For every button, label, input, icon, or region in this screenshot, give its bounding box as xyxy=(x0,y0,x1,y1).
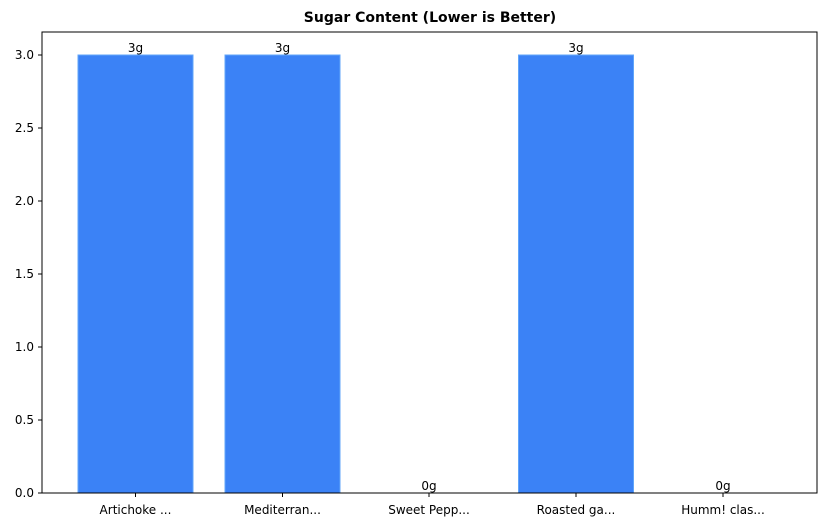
y-tick-label: 2.5 xyxy=(15,121,34,135)
plot-frame xyxy=(41,31,818,494)
bar xyxy=(224,54,341,494)
x-tick-label: Mediterran... xyxy=(244,503,321,517)
x-tick-label: Sweet Pepp... xyxy=(388,503,470,517)
x-axis: Artichoke ... Mediterran... Sweet Pepp... R… xyxy=(100,493,765,517)
bar-value-label: 3g xyxy=(275,41,290,55)
x-tick-label: Humm! clas... xyxy=(681,503,765,517)
bar-value-label: 0g xyxy=(421,479,436,493)
x-tick-label: Roasted ga... xyxy=(537,503,616,517)
y-tick-label: 1.0 xyxy=(15,340,34,354)
x-tick-label: Artichoke ... xyxy=(100,503,172,517)
y-tick-label: 0.0 xyxy=(15,486,34,500)
bar-value-label: 0g xyxy=(715,479,730,493)
y-tick-label: 0.5 xyxy=(15,413,34,427)
bar-value-label: 3g xyxy=(128,41,143,55)
y-tick-label: 3.0 xyxy=(15,48,34,62)
bars: 3g 3g 0g 3g 0g xyxy=(77,41,731,494)
bar-value-label: 3g xyxy=(568,41,583,55)
y-axis: 0.0 0.5 1.0 1.5 2.0 2.5 3.0 xyxy=(15,48,42,500)
bar xyxy=(77,54,194,494)
y-tick-label: 2.0 xyxy=(15,194,34,208)
bar xyxy=(518,54,634,494)
y-tick-label: 1.5 xyxy=(15,267,34,281)
chart-title: Sugar Content (Lower is Better) xyxy=(304,10,556,26)
